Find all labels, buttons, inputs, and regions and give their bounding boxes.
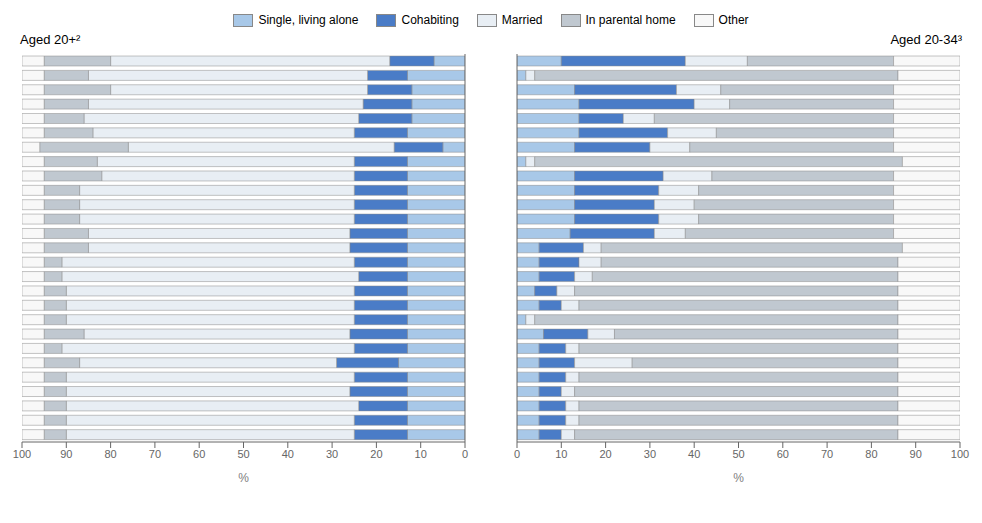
svg-text:90: 90 xyxy=(60,448,72,460)
html-text:Single, living alone: Single, living alone xyxy=(258,13,359,27)
svg-text:80: 80 xyxy=(865,448,877,460)
svg-text:%: % xyxy=(238,471,249,485)
svg-text:10: 10 xyxy=(415,448,427,460)
svg-text:30: 30 xyxy=(644,448,656,460)
svg-text:60: 60 xyxy=(193,448,205,460)
svg-text:80: 80 xyxy=(104,448,116,460)
svg-text:20: 20 xyxy=(370,448,382,460)
svg-text:100: 100 xyxy=(951,448,969,460)
svg-text:10: 10 xyxy=(555,448,567,460)
svg-text:0: 0 xyxy=(514,448,520,460)
html-text:In parental home: In parental home xyxy=(585,13,676,27)
svg-text:0: 0 xyxy=(462,448,468,460)
svg-text:40: 40 xyxy=(282,448,294,460)
svg-text:20: 20 xyxy=(599,448,611,460)
svg-text:70: 70 xyxy=(149,448,161,460)
svg-text:50: 50 xyxy=(732,448,744,460)
html-text:Other: Other xyxy=(718,13,749,27)
svg-text:70: 70 xyxy=(821,448,833,460)
svg-text:50: 50 xyxy=(237,448,249,460)
html-text:Married: Married xyxy=(501,13,543,27)
svg-text:40: 40 xyxy=(688,448,700,460)
svg-text:%: % xyxy=(733,471,744,485)
svg-text:60: 60 xyxy=(777,448,789,460)
html-text:Aged 20-34³: Aged 20-34³ xyxy=(890,32,962,47)
html-text:Cohabiting: Cohabiting xyxy=(401,13,459,27)
html-text:Aged 20+²: Aged 20+² xyxy=(20,32,81,47)
svg-text:90: 90 xyxy=(910,448,922,460)
svg-text:30: 30 xyxy=(326,448,338,460)
svg-text:100: 100 xyxy=(13,448,31,460)
